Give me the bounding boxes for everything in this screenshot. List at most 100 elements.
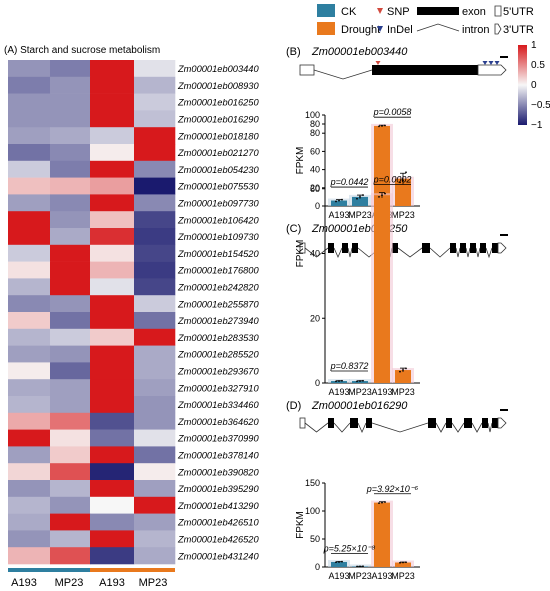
heatmap-cell: [134, 312, 176, 330]
heatmap-cell: [134, 211, 176, 229]
utr3-box: [497, 242, 507, 254]
heatmap-cell: [8, 429, 51, 447]
heatmap-cell: [90, 60, 135, 78]
scale-bar: [500, 56, 508, 58]
heatmap-cell: [134, 144, 176, 162]
heatmap-row-label: Zm00001eb154520: [177, 249, 259, 259]
intron-line: [397, 247, 423, 258]
data-point: [399, 561, 401, 564]
intron-line: [451, 422, 465, 433]
data-point: [381, 125, 383, 127]
intron-line: [333, 422, 351, 433]
data-bar: [331, 381, 347, 383]
panel-label: (B): [286, 46, 301, 58]
heatmap-row-label: Zm00001eb273940: [177, 316, 259, 326]
p-value-label: p=0.0002: [373, 175, 412, 185]
data-point: [384, 501, 386, 503]
heatmap-cell: [90, 429, 135, 447]
heatmap-cell: [90, 328, 135, 346]
y-tick-label: 100: [305, 110, 320, 120]
exon-box: [460, 243, 466, 253]
panel-gene-title: Zm00001eb016250: [311, 223, 408, 235]
y-tick-label: 40: [310, 249, 320, 259]
x-tick-label: MP23: [348, 387, 372, 397]
utr5-swatch: [494, 5, 502, 17]
intron-line: [333, 247, 343, 258]
data-point: [362, 194, 364, 196]
heatmap-cell: [50, 446, 91, 464]
heatmap-cell: [50, 60, 91, 78]
data-point: [384, 124, 386, 127]
data-bar: [395, 178, 411, 206]
color-scale-tick: 0.5: [531, 60, 545, 71]
heatmap-cell: [8, 93, 51, 111]
heatmap-cell: [8, 345, 51, 363]
heatmap-cell: [134, 379, 176, 397]
data-point: [356, 380, 358, 383]
data-bar: [374, 125, 390, 206]
panel-label: (C): [286, 223, 301, 235]
heatmap-cell: [134, 530, 176, 548]
heatmap-cell: [50, 429, 91, 447]
heatmap-cell: [134, 228, 176, 246]
heatmap-cell: [50, 480, 91, 498]
heatmap-cell: [134, 328, 176, 346]
exon-box: [328, 418, 334, 428]
heatmap-cell: [50, 177, 91, 195]
heatmap-cell: [134, 295, 176, 313]
y-tick-label: 60: [310, 184, 320, 194]
heatmap-cell: [8, 144, 51, 162]
data-point: [335, 200, 337, 203]
heatmap-cell: [90, 110, 135, 128]
p-value-label: p=5.25×10⁻⁸: [323, 544, 376, 554]
intron-line: [475, 247, 481, 258]
heatmap-cell: [134, 496, 176, 514]
heatmap-cell: [50, 278, 91, 296]
data-point: [399, 370, 401, 373]
intron-line: [471, 422, 483, 433]
y-axis-label: FPKM: [295, 147, 306, 175]
y-tick-label: 40: [310, 165, 320, 175]
heatmap-cell: [90, 228, 135, 246]
heatmap-cell: [8, 480, 51, 498]
heatmap-row-label: Zm00001eb426510: [177, 518, 259, 528]
heatmap-row-label: Zm00001eb327910: [177, 383, 259, 393]
heatmap-cell: [50, 312, 91, 330]
heatmap-cell: [90, 160, 135, 178]
p-value-label: p=0.8372: [330, 361, 369, 371]
x-tick-label: A193: [328, 387, 349, 397]
utr3-box: [477, 64, 507, 76]
panel-a-title: (A) Starch and sucrose metabolism: [4, 45, 160, 56]
heatmap-cell: [8, 228, 51, 246]
exon-box: [492, 243, 498, 253]
data-point: [405, 561, 407, 564]
heatmap-cell: [134, 463, 176, 481]
heatmap-cell: [8, 312, 51, 330]
heatmap-row-label: Zm00001eb054230: [177, 165, 259, 175]
heatmap-cell: [8, 295, 51, 313]
heatmap-row-label: Zm00001eb008930: [177, 81, 259, 91]
y-tick-label: 50: [310, 534, 320, 544]
exon-box: [352, 243, 358, 253]
heatmap-row-label: Zm00001eb378140: [177, 451, 259, 461]
bar-panels: (B) Zm00001eb003440020406080100FPKMA193MP…: [286, 46, 508, 581]
data-point: [356, 565, 358, 568]
exon-box: [428, 418, 436, 428]
heatmap-cell: [134, 513, 176, 531]
heatmap-cell: [8, 194, 51, 212]
heatmap-cell: [50, 110, 91, 128]
intron-line: [455, 247, 461, 258]
drought-group-bar: [90, 568, 175, 572]
y-tick-label: 0: [315, 378, 320, 388]
heatmap-row-label: Zm00001eb097730: [177, 199, 259, 209]
heatmap-cell: [90, 530, 135, 548]
data-bar: [331, 200, 347, 206]
data-point: [338, 380, 340, 382]
y-tick-label: 0: [315, 562, 320, 572]
heatmap-cell: [50, 496, 91, 514]
heatmap-cell: [90, 412, 135, 430]
heatmap-column-label: MP23: [55, 577, 84, 589]
heatmap-cell: [8, 446, 51, 464]
heatmap-row-label: Zm00001eb395290: [177, 484, 259, 494]
